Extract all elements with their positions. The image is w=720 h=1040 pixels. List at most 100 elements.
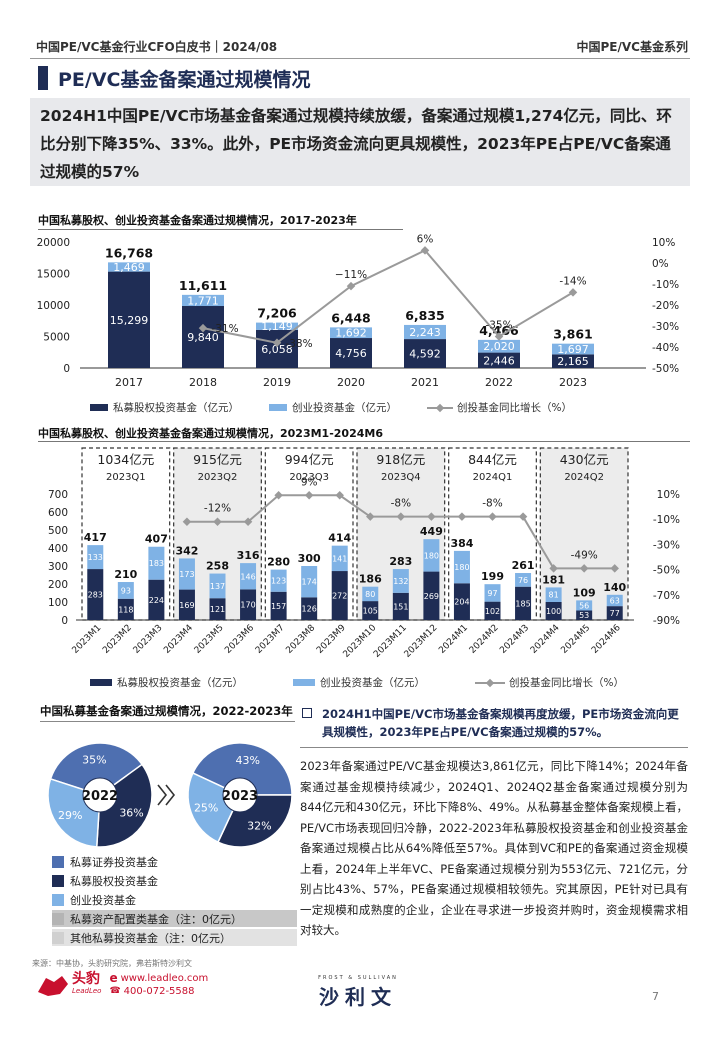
website-link[interactable]: www.leadleo.com: [120, 973, 209, 984]
bar-vc: [182, 294, 224, 307]
bar-vc-label: 137: [210, 582, 225, 591]
pie-legend-swatch: [52, 912, 64, 925]
growth-point: [568, 288, 578, 297]
x-tick-label: 2017: [115, 376, 143, 389]
bar-vc: [484, 584, 501, 602]
x-tick-label: 2023M3: [132, 623, 165, 656]
bar-pe-label: 105: [363, 607, 378, 616]
y2-tick-label: -50%: [653, 565, 680, 577]
pie-legend-label: 私募资产配置类基金（注：0亿元）: [70, 912, 242, 926]
bar-total-label: 283: [389, 555, 412, 568]
growth-label: −11%: [335, 269, 367, 281]
bar-vc: [270, 569, 287, 592]
x-tick-label: 2024M6: [590, 623, 623, 656]
growth-label: 6%: [417, 233, 434, 245]
chart2-legend-vc: 创业投资基金（亿元）: [320, 677, 425, 689]
bar-vc-label: 123: [271, 577, 286, 586]
quarter-label: 2023Q3: [289, 472, 329, 483]
quarter-amount: 918亿元: [376, 452, 425, 467]
chart2-svg: 1034亿元 2023Q1 915亿元 2023Q2 994亿元 2023Q3 918亿元 2…: [48, 447, 680, 660]
y-tick-label: 100: [48, 597, 68, 609]
right-panel: 2024H1中国PE/VC市场基金备案规模再度放缓，PE市场资金流向更具规模性，…: [300, 705, 688, 941]
header-right: 中国PE/VC基金系列: [576, 40, 688, 54]
bar-pe: [552, 354, 594, 368]
y-tick-label: 400: [48, 543, 68, 555]
bar-pe: [362, 601, 379, 620]
bar-pe: [256, 329, 298, 368]
pie-slice: [191, 742, 293, 796]
bar-vc: [87, 545, 104, 570]
x-tick-label: 2020: [337, 376, 365, 389]
growth-point: [610, 564, 619, 573]
bar-total-label: 342: [175, 544, 198, 557]
bar-pe-label: 269: [424, 592, 439, 601]
bar-vc-label: 2,020: [483, 340, 515, 353]
bar-vc: [392, 569, 409, 593]
bar-vc-label: 1,149: [261, 320, 293, 333]
quarter-amount: 430亿元: [560, 452, 609, 467]
bar-pe: [606, 606, 623, 620]
x-tick-label: 2018: [189, 376, 217, 389]
pie-legend-item: 其他私募投资基金（注：0亿元）: [52, 929, 297, 946]
x-tick-label: 2023M1: [71, 623, 104, 656]
logo-text: 头豹: [72, 971, 100, 987]
growth-point: [274, 491, 283, 500]
y-tick-label: 15000: [37, 269, 70, 281]
chart1-title-underline: [38, 229, 403, 230]
bar-pe: [240, 589, 257, 620]
bar-vc-label: 93: [121, 586, 131, 595]
bar-pe-label: 204: [454, 598, 469, 607]
logo-sub: LeadLeo: [72, 987, 102, 995]
bar-total-label: 7,206: [257, 306, 297, 321]
y2-tick-label: -30%: [652, 321, 679, 333]
pie-legend: 私募证券投资基金 私募股权投资基金 创业投资基金 私募资产配置类基金（注：0亿元…: [52, 853, 297, 948]
growth-label: -38%: [285, 338, 312, 350]
y2-tick-label: 10%: [657, 489, 680, 501]
bar-total-label: 316: [237, 549, 260, 562]
bar-pe-label: 126: [302, 605, 317, 614]
bar-pe-label: 77: [610, 609, 620, 618]
legend-line-icon: [475, 678, 505, 687]
bar-pe: [270, 591, 287, 620]
bar-total-label: 414: [328, 532, 351, 545]
legend-swatch-vc: [293, 679, 315, 686]
leopard-logo-icon: [38, 976, 68, 996]
bar-vc: [515, 573, 532, 587]
page-number: 7: [652, 990, 659, 1003]
pie-legend-label: 创业投资基金: [70, 893, 136, 907]
y2-tick-label: -40%: [652, 342, 679, 354]
pie-legend-item: 私募资产配置类基金（注：0亿元）: [52, 910, 297, 927]
y-tick-label: 200: [48, 579, 68, 591]
bar-total-label: 407: [145, 533, 168, 546]
bar-pe-label: 4,756: [335, 347, 367, 360]
bar-vc: [209, 573, 226, 599]
bar-vc: [552, 343, 594, 355]
fs-top-text: FROST & SULLIVAN: [318, 975, 398, 981]
bar-total-label: 258: [206, 560, 229, 573]
growth-point: [243, 517, 253, 526]
pie-center: [222, 777, 258, 813]
bar-total-label: 186: [359, 573, 382, 586]
bar-vc-label: 174: [302, 578, 317, 587]
growth-label: -8%: [482, 498, 502, 510]
y2-tick-label: -70%: [653, 590, 680, 602]
y-tick-label: 600: [48, 507, 68, 519]
bar-pe: [108, 271, 150, 368]
bar-vc: [117, 582, 134, 599]
chart1-legend-pe: 私募股权投资基金（亿元）: [113, 402, 239, 414]
bar-vc-label: 1,697: [557, 343, 589, 356]
bar-pe: [148, 579, 165, 620]
pie-legend-swatch: [52, 855, 64, 868]
contact-info: e www.leadleo.com ☎ 400-072-5588: [109, 972, 208, 998]
x-tick-label: 2023M8: [284, 623, 317, 656]
pie-legend-swatch: [52, 931, 64, 944]
growth-point: [457, 512, 467, 521]
bar-vc-label: 81: [549, 591, 559, 600]
bar-vc-label: 76: [518, 576, 528, 585]
header-left: 中国PE/VC基金行业CFO白皮书｜2024/08: [36, 40, 278, 54]
y-tick-label: 0: [61, 615, 68, 627]
legend-swatch-vc: [269, 404, 287, 411]
quarter-amount: 915亿元: [193, 452, 242, 467]
bar-total-label: 417: [84, 531, 107, 544]
source-note: 来源：中基协，头豹研究院，弗若斯特沙利文: [32, 959, 192, 968]
